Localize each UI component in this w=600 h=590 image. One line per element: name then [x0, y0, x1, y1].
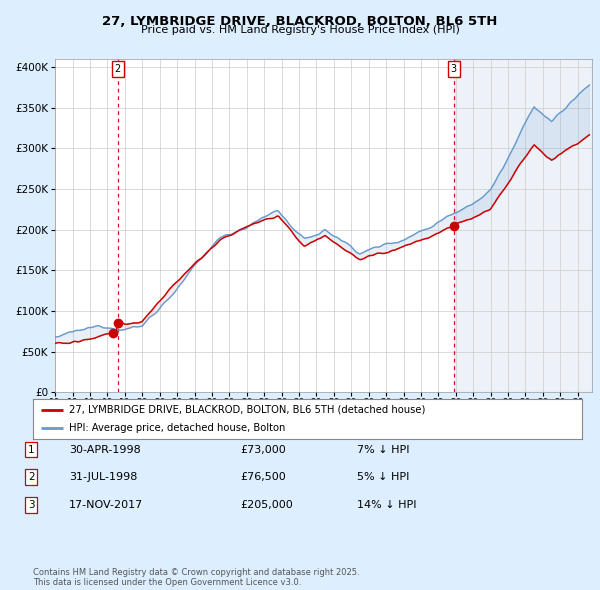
Text: 2: 2 — [115, 64, 121, 74]
Text: Price paid vs. HM Land Registry's House Price Index (HPI): Price paid vs. HM Land Registry's House … — [140, 25, 460, 35]
Text: 30-APR-1998: 30-APR-1998 — [69, 445, 141, 454]
Text: 5% ↓ HPI: 5% ↓ HPI — [357, 473, 409, 482]
Bar — [454, 59, 592, 392]
Text: 17-NOV-2017: 17-NOV-2017 — [69, 500, 143, 510]
Text: 1: 1 — [28, 445, 35, 454]
Text: 3: 3 — [451, 64, 457, 74]
Text: £73,000: £73,000 — [240, 445, 286, 454]
Text: 14% ↓ HPI: 14% ↓ HPI — [357, 500, 416, 510]
Text: £205,000: £205,000 — [240, 500, 293, 510]
Text: Contains HM Land Registry data © Crown copyright and database right 2025.
This d: Contains HM Land Registry data © Crown c… — [33, 568, 359, 587]
Text: 31-JUL-1998: 31-JUL-1998 — [69, 473, 137, 482]
Text: 7% ↓ HPI: 7% ↓ HPI — [357, 445, 409, 454]
Text: 2: 2 — [28, 473, 35, 482]
Text: 27, LYMBRIDGE DRIVE, BLACKROD, BOLTON, BL6 5TH: 27, LYMBRIDGE DRIVE, BLACKROD, BOLTON, B… — [103, 15, 497, 28]
Text: HPI: Average price, detached house, Bolton: HPI: Average price, detached house, Bolt… — [68, 423, 285, 433]
Text: £76,500: £76,500 — [240, 473, 286, 482]
Text: 27, LYMBRIDGE DRIVE, BLACKROD, BOLTON, BL6 5TH (detached house): 27, LYMBRIDGE DRIVE, BLACKROD, BOLTON, B… — [68, 405, 425, 415]
Text: 3: 3 — [28, 500, 35, 510]
